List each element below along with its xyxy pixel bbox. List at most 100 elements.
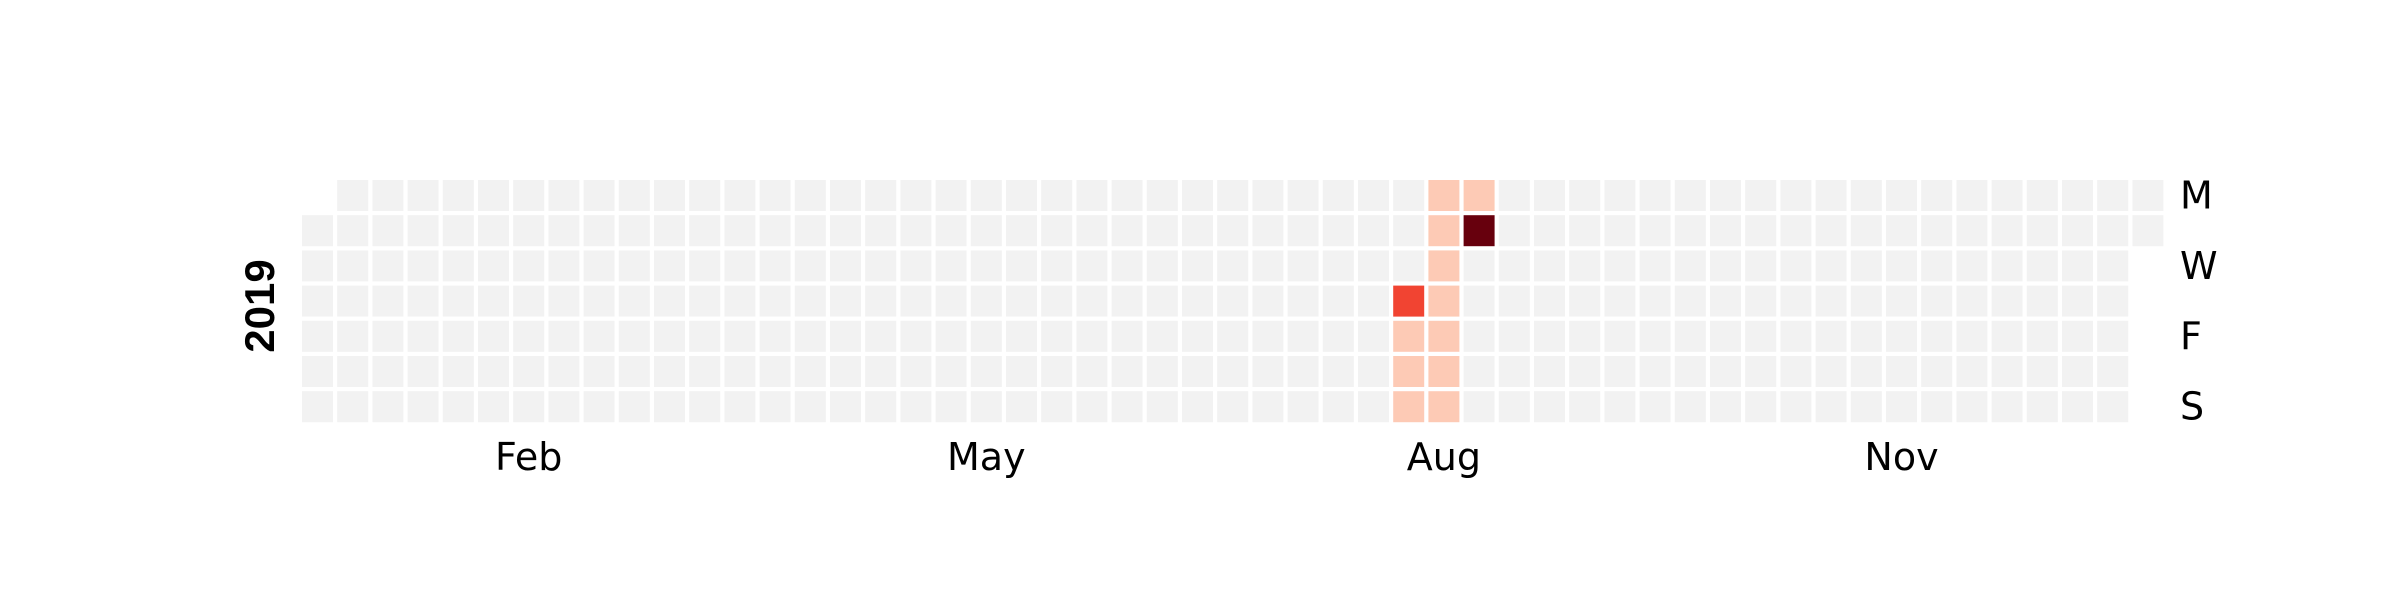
- day-cell: [1287, 320, 1319, 352]
- day-cell: [2097, 285, 2129, 317]
- day-cell: [548, 391, 580, 423]
- day-cell: [1780, 180, 1812, 211]
- day-cell: [865, 180, 897, 211]
- day-cell: [583, 391, 615, 423]
- day-cell: [1463, 391, 1495, 423]
- day-cell: [1111, 215, 1143, 247]
- day-cell: [970, 391, 1002, 423]
- day-cell: [1921, 320, 1953, 352]
- day-cell: [407, 250, 439, 282]
- day-cell: [1639, 285, 1671, 317]
- day-cell: [442, 215, 474, 247]
- day-cell: [2097, 391, 2129, 423]
- day-cell: [478, 215, 509, 247]
- day-cell: [618, 215, 650, 247]
- day-cell: [1604, 250, 1636, 282]
- day-cell: [1041, 250, 1073, 282]
- day-cell: [759, 356, 791, 387]
- day-cell: [794, 285, 826, 317]
- day-cell: [1111, 320, 1143, 352]
- day-cell: [794, 250, 826, 282]
- day-cell: [1780, 215, 1812, 247]
- day-cell: [583, 180, 615, 211]
- day-cell: [2026, 356, 2058, 387]
- day-cell: [548, 180, 580, 211]
- day-cell: [1006, 215, 1037, 247]
- day-cell: [1006, 356, 1037, 387]
- day-cell: [548, 320, 580, 352]
- day-cell: [1287, 180, 1319, 211]
- day-cell: [1991, 215, 2023, 247]
- day-cell: [689, 215, 721, 247]
- day-cell: [583, 215, 615, 247]
- day-cell: [1710, 180, 1741, 211]
- day-cell: [1569, 250, 1601, 282]
- day-cell: [1358, 356, 1389, 387]
- day-cell: [1322, 215, 1354, 247]
- day-cell: [1745, 356, 1777, 387]
- day-cell: [1956, 356, 1988, 387]
- day-cell: [689, 391, 721, 423]
- day-cell: [1569, 391, 1601, 423]
- day-cell: [1322, 320, 1354, 352]
- day-cell: [1006, 285, 1037, 317]
- day-cell: [900, 391, 932, 423]
- day-cell: [1921, 356, 1953, 387]
- day-cell: [1393, 320, 1425, 352]
- day-cell: [900, 285, 932, 317]
- day-cell: [1674, 180, 1706, 211]
- day-cell: [1111, 285, 1143, 317]
- day-cell: [1534, 250, 1565, 282]
- day-cell: [442, 180, 474, 211]
- day-cell: [1252, 356, 1284, 387]
- day-cell: [1217, 250, 1249, 282]
- day-cell: [1780, 356, 1812, 387]
- day-cell: [372, 391, 404, 423]
- day-cell: [830, 320, 861, 352]
- day-cell: [1287, 250, 1319, 282]
- day-cell: [513, 391, 545, 423]
- day-cell: [724, 250, 756, 282]
- day-cell: [1393, 356, 1425, 387]
- day-cell: [1850, 250, 1882, 282]
- day-cell: [1850, 215, 1882, 247]
- day-cell: [337, 180, 369, 211]
- day-cell: [1393, 250, 1425, 282]
- day-cell: [1076, 180, 1108, 211]
- day-cell: [935, 215, 967, 247]
- day-cell: [442, 356, 474, 387]
- day-cell: [1393, 180, 1425, 211]
- day-cell: [618, 285, 650, 317]
- day-cell: [1815, 391, 1847, 423]
- day-cell: [970, 320, 1002, 352]
- day-cell: [1463, 250, 1495, 282]
- day-cell: [1252, 320, 1284, 352]
- day-cell: [1604, 356, 1636, 387]
- day-cell: [970, 180, 1002, 211]
- day-cell: [478, 180, 509, 211]
- day-cell: [583, 320, 615, 352]
- day-cell: [583, 356, 615, 387]
- day-cell: [1076, 285, 1108, 317]
- day-cell: [1006, 320, 1037, 352]
- day-cell: [1710, 391, 1741, 423]
- day-cell: [1850, 285, 1882, 317]
- day-cell: [1956, 250, 1988, 282]
- day-cell: [1745, 285, 1777, 317]
- day-cell: [1217, 215, 1249, 247]
- day-cell: [2132, 180, 2164, 211]
- day-cell: [1287, 356, 1319, 387]
- day-cell: [1287, 391, 1319, 423]
- day-cells: [302, 180, 2164, 423]
- day-cell: [1358, 180, 1389, 211]
- day-cell: [900, 356, 932, 387]
- day-cell: [1428, 250, 1460, 282]
- day-cell: [1815, 250, 1847, 282]
- day-cell: [1322, 250, 1354, 282]
- day-cell: [759, 250, 791, 282]
- day-cell: [1569, 320, 1601, 352]
- day-cell: [935, 391, 967, 423]
- day-cell: [759, 180, 791, 211]
- day-cell: [1674, 250, 1706, 282]
- day-cell: [1428, 180, 1460, 211]
